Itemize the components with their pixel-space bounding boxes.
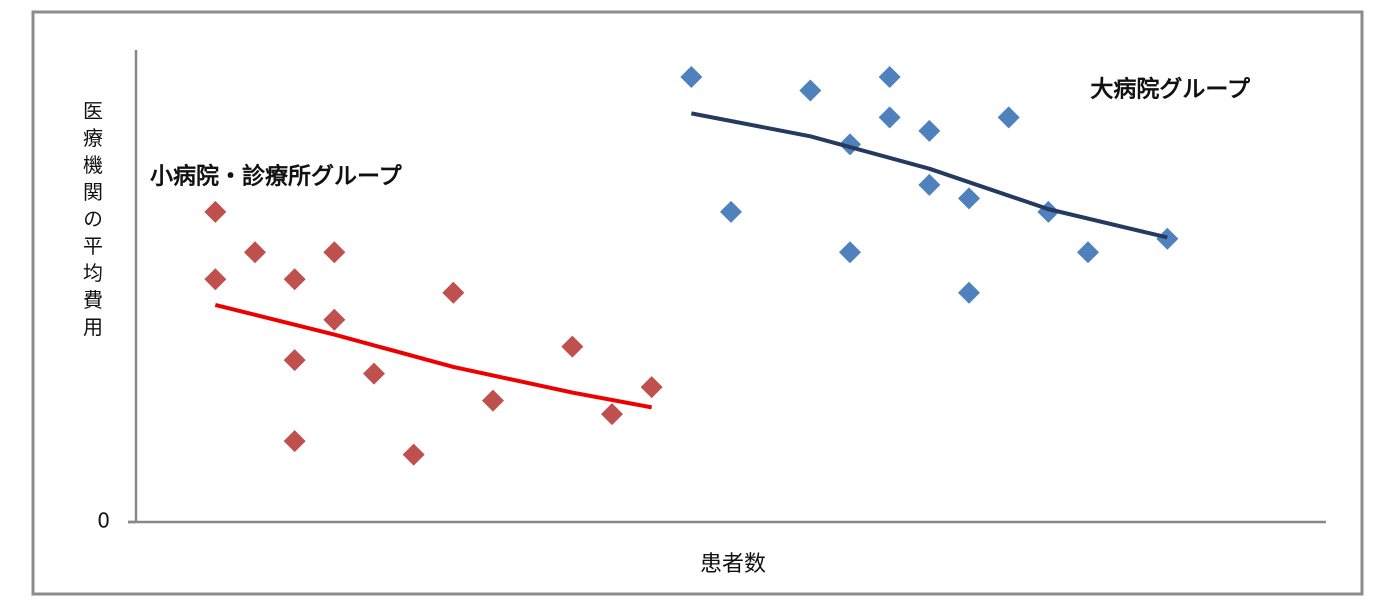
marker xyxy=(839,241,861,264)
marker xyxy=(799,79,822,102)
marker xyxy=(958,187,980,210)
marker xyxy=(204,268,227,291)
marker xyxy=(918,119,941,142)
marker xyxy=(204,200,227,223)
series-label: 小病院・診療所グループ xyxy=(150,163,403,190)
marker xyxy=(878,65,901,88)
marker xyxy=(283,430,306,453)
marker xyxy=(363,362,385,385)
x-axis-label: 患者数 xyxy=(700,552,766,577)
marker xyxy=(323,308,346,331)
trend-line xyxy=(214,302,653,410)
series-label: 大病院グループ xyxy=(1090,76,1251,103)
marker xyxy=(720,200,742,223)
marker xyxy=(1077,241,1099,264)
marker xyxy=(283,268,306,291)
marker xyxy=(283,349,306,372)
marker xyxy=(640,376,663,399)
marker xyxy=(878,106,901,129)
marker xyxy=(323,241,346,264)
marker xyxy=(958,281,980,304)
y-axis-label: 医療機関の平均費用 xyxy=(80,101,104,344)
trend-line xyxy=(690,111,1168,240)
marker xyxy=(601,403,623,426)
y-tick-label: 0 xyxy=(97,509,110,533)
marker xyxy=(918,173,941,196)
marker xyxy=(482,389,504,412)
marker xyxy=(680,65,703,88)
chart-frame xyxy=(31,10,1364,596)
marker xyxy=(1156,227,1179,250)
marker xyxy=(402,443,425,466)
marker xyxy=(997,106,1020,129)
marker xyxy=(244,241,266,264)
marker xyxy=(442,281,465,304)
marker xyxy=(561,335,584,358)
